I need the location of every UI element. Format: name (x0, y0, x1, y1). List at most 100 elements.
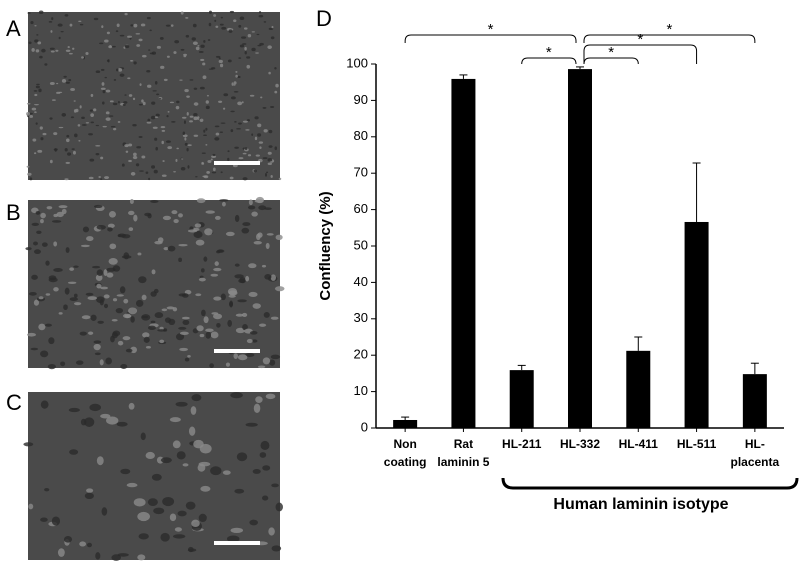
cell (254, 116, 259, 120)
cell (261, 264, 267, 268)
cell (160, 457, 172, 464)
cell (263, 312, 270, 318)
cell (104, 76, 108, 79)
cell (172, 440, 181, 449)
cell (95, 552, 101, 560)
cell (205, 144, 208, 146)
cell (86, 236, 94, 242)
cell (27, 12, 31, 14)
cell (221, 26, 227, 30)
cell (51, 99, 56, 101)
cell (198, 51, 204, 53)
cell (40, 212, 46, 219)
cell (65, 247, 70, 253)
cell (193, 116, 198, 121)
cell (149, 52, 155, 55)
cell (129, 199, 134, 205)
cell (133, 61, 137, 65)
cell (56, 82, 59, 85)
cell (187, 229, 198, 233)
cell (48, 275, 57, 281)
cell (151, 269, 156, 275)
cell (49, 117, 53, 120)
cell (111, 318, 118, 322)
cell (244, 147, 248, 151)
cell (96, 283, 102, 289)
cell (99, 42, 104, 45)
cell (264, 173, 268, 177)
cell (51, 516, 61, 526)
cell (153, 507, 165, 515)
error-bar (634, 336, 643, 351)
cell (200, 44, 205, 48)
cell (242, 120, 248, 123)
cell (103, 303, 109, 309)
cell (242, 177, 248, 181)
cell (67, 45, 70, 49)
cell (71, 148, 75, 150)
cell (234, 263, 240, 267)
cell (73, 293, 78, 298)
cell (177, 510, 187, 517)
cell (66, 134, 70, 138)
cell (213, 267, 222, 272)
cell (145, 345, 151, 349)
cell (173, 218, 179, 224)
cell (26, 165, 30, 168)
cell (84, 417, 95, 427)
cell (142, 101, 146, 106)
cell (161, 129, 166, 132)
cell (147, 213, 152, 219)
cell (85, 122, 90, 124)
cell (31, 107, 37, 111)
cell (167, 245, 176, 252)
cell (242, 152, 247, 155)
cell (151, 473, 162, 481)
cell (150, 320, 156, 324)
cell (96, 296, 105, 303)
cell (88, 133, 93, 136)
cell (40, 400, 49, 409)
cell (117, 553, 129, 557)
cell (97, 320, 104, 324)
cell (142, 332, 150, 338)
cell (187, 355, 191, 358)
cell (246, 56, 251, 59)
cell (95, 124, 100, 127)
cell (90, 93, 94, 98)
cell (90, 314, 97, 321)
cell (166, 115, 169, 118)
cell (115, 307, 124, 314)
cell (33, 90, 38, 92)
cell (183, 53, 188, 56)
cell (103, 294, 110, 299)
cell (98, 176, 101, 178)
cell (208, 10, 212, 14)
cell (33, 241, 38, 246)
micrograph (23, 392, 283, 561)
cell (213, 313, 223, 320)
cell (128, 159, 132, 163)
cell (95, 144, 101, 147)
cell (192, 41, 198, 46)
cell (169, 513, 177, 522)
cell (222, 201, 226, 207)
cell (64, 147, 68, 152)
cell (139, 170, 144, 172)
cell (271, 483, 279, 488)
cell (86, 488, 94, 493)
cell (146, 69, 151, 73)
cell (29, 292, 37, 296)
cell (63, 304, 68, 311)
cell (48, 21, 53, 23)
cell (199, 118, 204, 122)
cell (258, 14, 264, 18)
cell (189, 115, 194, 118)
cell (244, 51, 247, 55)
cell (219, 131, 224, 133)
cell (268, 145, 273, 148)
cell (163, 78, 168, 82)
cell (101, 82, 105, 86)
cell (104, 39, 109, 43)
cell (203, 134, 207, 137)
